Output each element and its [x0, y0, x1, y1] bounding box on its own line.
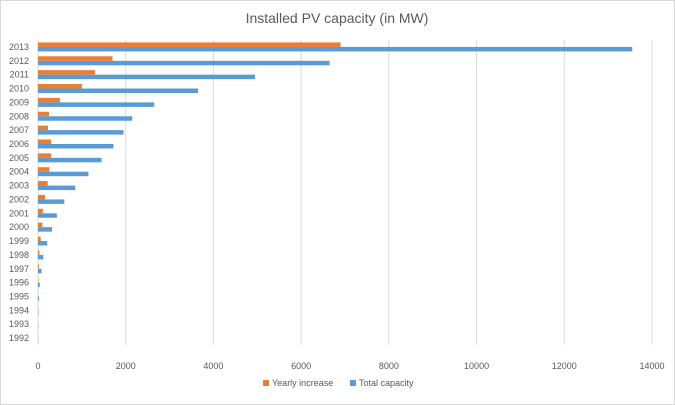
- y-tick-label: 2009: [9, 97, 29, 107]
- bar-yearly-increase: [38, 111, 49, 117]
- bar-yearly-increase: [38, 70, 96, 75]
- bar-total-capacity: [38, 296, 39, 301]
- bar-total-capacity: [38, 282, 40, 288]
- y-tick-label: 2008: [9, 111, 29, 121]
- x-tick-label: 10000: [464, 361, 489, 371]
- y-tick-label: 2004: [9, 167, 29, 177]
- bar-yearly-increase: [38, 222, 43, 228]
- bar-total-capacity: [38, 310, 39, 315]
- y-tick-label: 2001: [9, 208, 29, 218]
- x-tick-label: 2000: [116, 361, 136, 371]
- bar-total-capacity: [38, 241, 48, 246]
- y-tick-label: 2005: [9, 153, 29, 163]
- bar-yearly-increase: [38, 84, 82, 89]
- y-tick-label: 1997: [9, 264, 29, 274]
- y-tick-label: 1996: [9, 278, 29, 288]
- y-tick-label: 2006: [9, 139, 29, 149]
- legend-swatch-yearly-increase: [263, 380, 269, 386]
- bar-yearly-increase: [38, 208, 43, 214]
- bar-total-capacity: [38, 157, 102, 163]
- bar-yearly-increase: [38, 167, 50, 172]
- y-tick-label: 1998: [9, 250, 29, 260]
- bar-total-capacity: [38, 171, 89, 177]
- y-tick-label: 1994: [9, 305, 29, 315]
- bar-total-capacity: [38, 102, 155, 107]
- bar-yearly-increase: [38, 42, 341, 47]
- y-tick-label: 1995: [9, 291, 29, 301]
- y-tick-label: 1999: [9, 236, 29, 246]
- y-tick-label: 2007: [9, 125, 29, 135]
- bar-total-capacity: [38, 213, 57, 218]
- bar-yearly-increase: [38, 250, 40, 255]
- y-tick-label: 2003: [9, 181, 29, 191]
- y-tick-label: 1992: [9, 333, 29, 343]
- y-tick-label: 2000: [9, 222, 29, 232]
- bar-yearly-increase: [38, 264, 39, 269]
- bar-yearly-increase: [38, 139, 52, 144]
- x-tick-label: 8000: [379, 361, 399, 371]
- legend-label: Total capacity: [359, 378, 414, 388]
- bar-total-capacity: [38, 130, 124, 135]
- bar-yearly-increase: [38, 125, 49, 131]
- bar-total-capacity: [38, 46, 633, 52]
- bar-total-capacity: [38, 88, 199, 94]
- x-tick-label: 14000: [639, 361, 664, 371]
- x-tick-label: 12000: [552, 361, 577, 371]
- bar-yearly-increase: [38, 97, 60, 103]
- bar-yearly-increase: [38, 56, 113, 61]
- bar-total-capacity: [38, 227, 53, 232]
- y-tick-label: 2010: [9, 84, 29, 94]
- bar-total-capacity: [38, 74, 256, 80]
- y-tick-label: 2002: [9, 194, 29, 204]
- bar-total-capacity: [38, 116, 133, 121]
- y-tick-label: 2012: [9, 56, 29, 66]
- x-tick-label: 0: [35, 361, 40, 371]
- y-tick-label: 1993: [9, 319, 29, 329]
- bar-total-capacity: [38, 60, 330, 66]
- bar-yearly-increase: [38, 153, 52, 158]
- x-tick-label: 6000: [291, 361, 311, 371]
- chart-title: Installed PV capacity (in MW): [246, 10, 429, 26]
- legend-swatch-total-capacity: [350, 380, 356, 386]
- legend-label: Yearly increase: [272, 378, 333, 388]
- x-tick-label: 4000: [203, 361, 223, 371]
- bar-yearly-increase: [38, 236, 41, 242]
- bar-total-capacity: [38, 254, 44, 260]
- y-tick-label: 2013: [9, 42, 29, 52]
- bar-total-capacity: [38, 199, 65, 204]
- bar-total-capacity: [38, 268, 42, 274]
- bar-yearly-increase: [38, 181, 48, 186]
- bar-total-capacity: [38, 185, 76, 191]
- bar-total-capacity: [38, 143, 114, 149]
- bar-yearly-increase: [38, 194, 46, 200]
- y-tick-label: 2011: [10, 70, 29, 80]
